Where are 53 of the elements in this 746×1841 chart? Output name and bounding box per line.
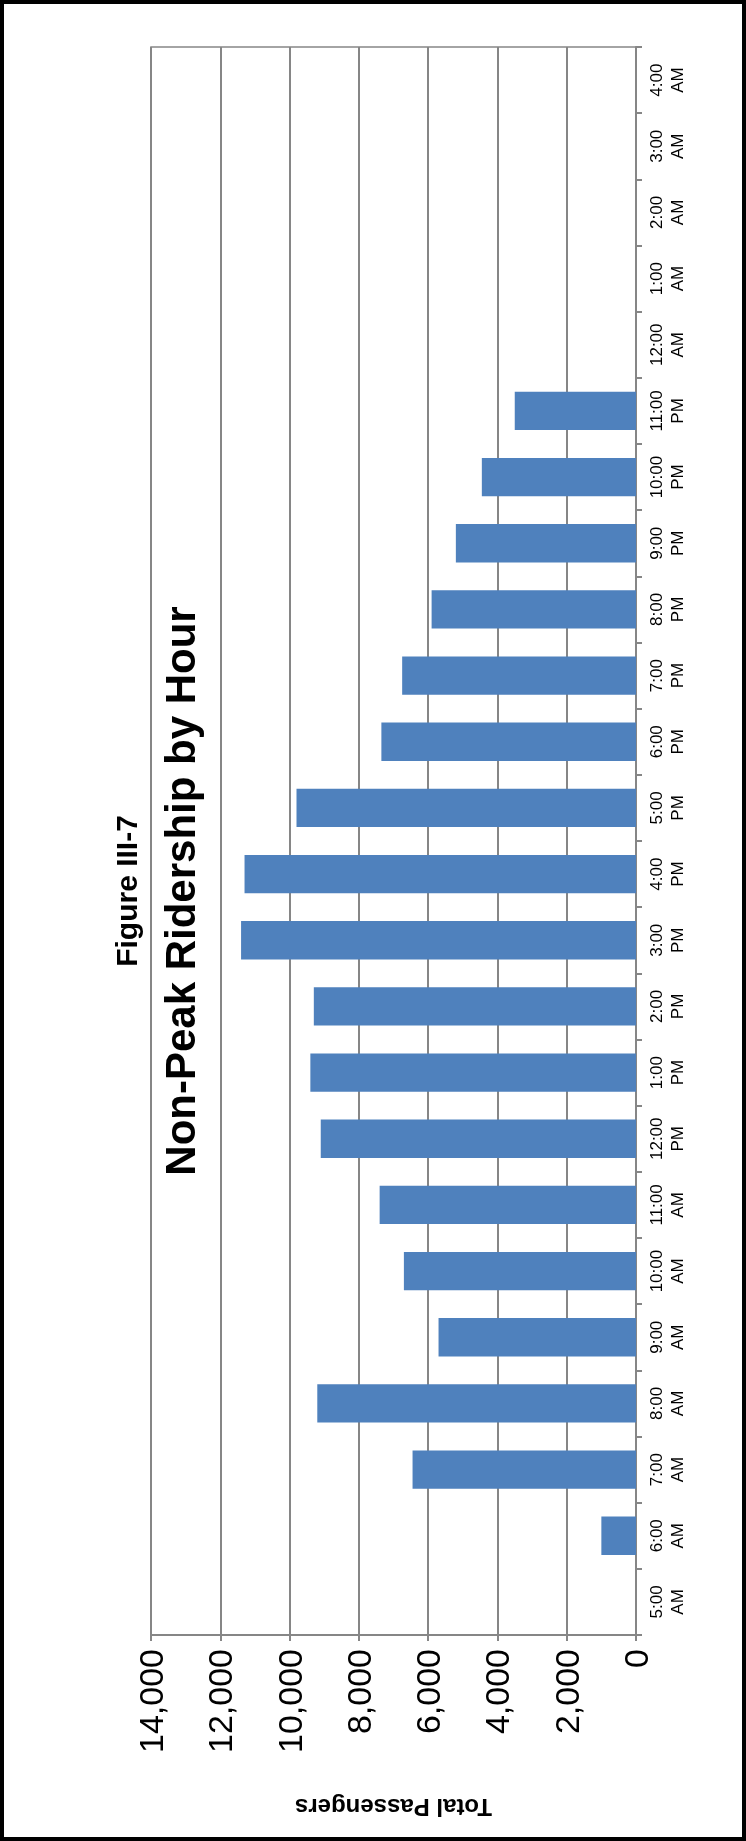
x-tick-label: 2,000 xyxy=(547,1649,586,1735)
bar xyxy=(514,391,636,431)
y-tick-label: 11:00 AM xyxy=(647,1184,687,1226)
y-tick-label: 5:00 PM xyxy=(647,791,687,825)
y-tick-label: 10:00 AM xyxy=(647,1249,687,1293)
text: Non-Peak Ridership by Hour xyxy=(156,606,204,1176)
bar xyxy=(313,987,636,1026)
bar xyxy=(296,788,636,828)
bar xyxy=(241,921,636,960)
bar xyxy=(412,1450,636,1489)
y-tick-label: 12:00 PM xyxy=(647,1117,687,1161)
y-tick-label: 6:00 AM xyxy=(647,1519,687,1553)
x-tick-label: 14,000 xyxy=(132,1649,170,1753)
y-tick-label: 8:00 AM xyxy=(647,1386,687,1420)
bar xyxy=(244,854,636,894)
x-tick-label: 6,000 xyxy=(409,1649,448,1735)
y-tick-label: 6:00 PM xyxy=(647,725,687,759)
bar xyxy=(601,1516,636,1555)
x-tick-label: 0 xyxy=(617,1649,655,1668)
y-tick-label: 1:00 PM xyxy=(647,1056,687,1090)
bar xyxy=(403,1251,636,1291)
bar xyxy=(310,1053,636,1092)
bar xyxy=(455,524,636,563)
bar xyxy=(481,457,636,497)
x-axis-title: Total Passengers xyxy=(295,1793,492,1821)
y-tick-label: 7:00 PM xyxy=(647,659,687,693)
bar xyxy=(402,656,636,695)
bar xyxy=(320,1119,636,1158)
bar xyxy=(438,1318,636,1357)
y-tick-label: 9:00 AM xyxy=(647,1320,687,1354)
bar xyxy=(381,722,636,761)
y-tick-label: 4:00 AM xyxy=(647,63,687,97)
y-tick-label: 2:00 PM xyxy=(647,989,687,1023)
y-tick-label: 1:00 AM xyxy=(647,262,687,296)
bar xyxy=(431,590,636,629)
text: Figure III-7 xyxy=(109,815,143,967)
x-tick-label: 8,000 xyxy=(339,1649,378,1735)
y-tick-label: 2:00 AM xyxy=(647,195,687,229)
y-tick-label: 5:00 AM xyxy=(647,1585,687,1619)
y-tick-label: 7:00 AM xyxy=(647,1453,687,1487)
y-tick-label: 9:00 PM xyxy=(647,526,687,560)
y-tick-label: 8:00 PM xyxy=(647,592,687,626)
x-tick-label: 12,000 xyxy=(201,1649,240,1753)
x-tick-label: 4,000 xyxy=(478,1649,517,1735)
bar xyxy=(379,1185,636,1225)
y-tick-label: 12:00 AM xyxy=(647,323,687,367)
x-tick-label: 10,000 xyxy=(270,1649,309,1753)
bar xyxy=(317,1384,636,1423)
y-tick-label: 10:00 PM xyxy=(647,455,687,499)
y-tick-label: 11:00 PM xyxy=(647,390,687,432)
y-tick-label: 4:00 PM xyxy=(647,857,687,891)
y-tick-label: 3:00 AM xyxy=(647,129,687,163)
y-tick-label: 3:00 PM xyxy=(647,923,687,957)
